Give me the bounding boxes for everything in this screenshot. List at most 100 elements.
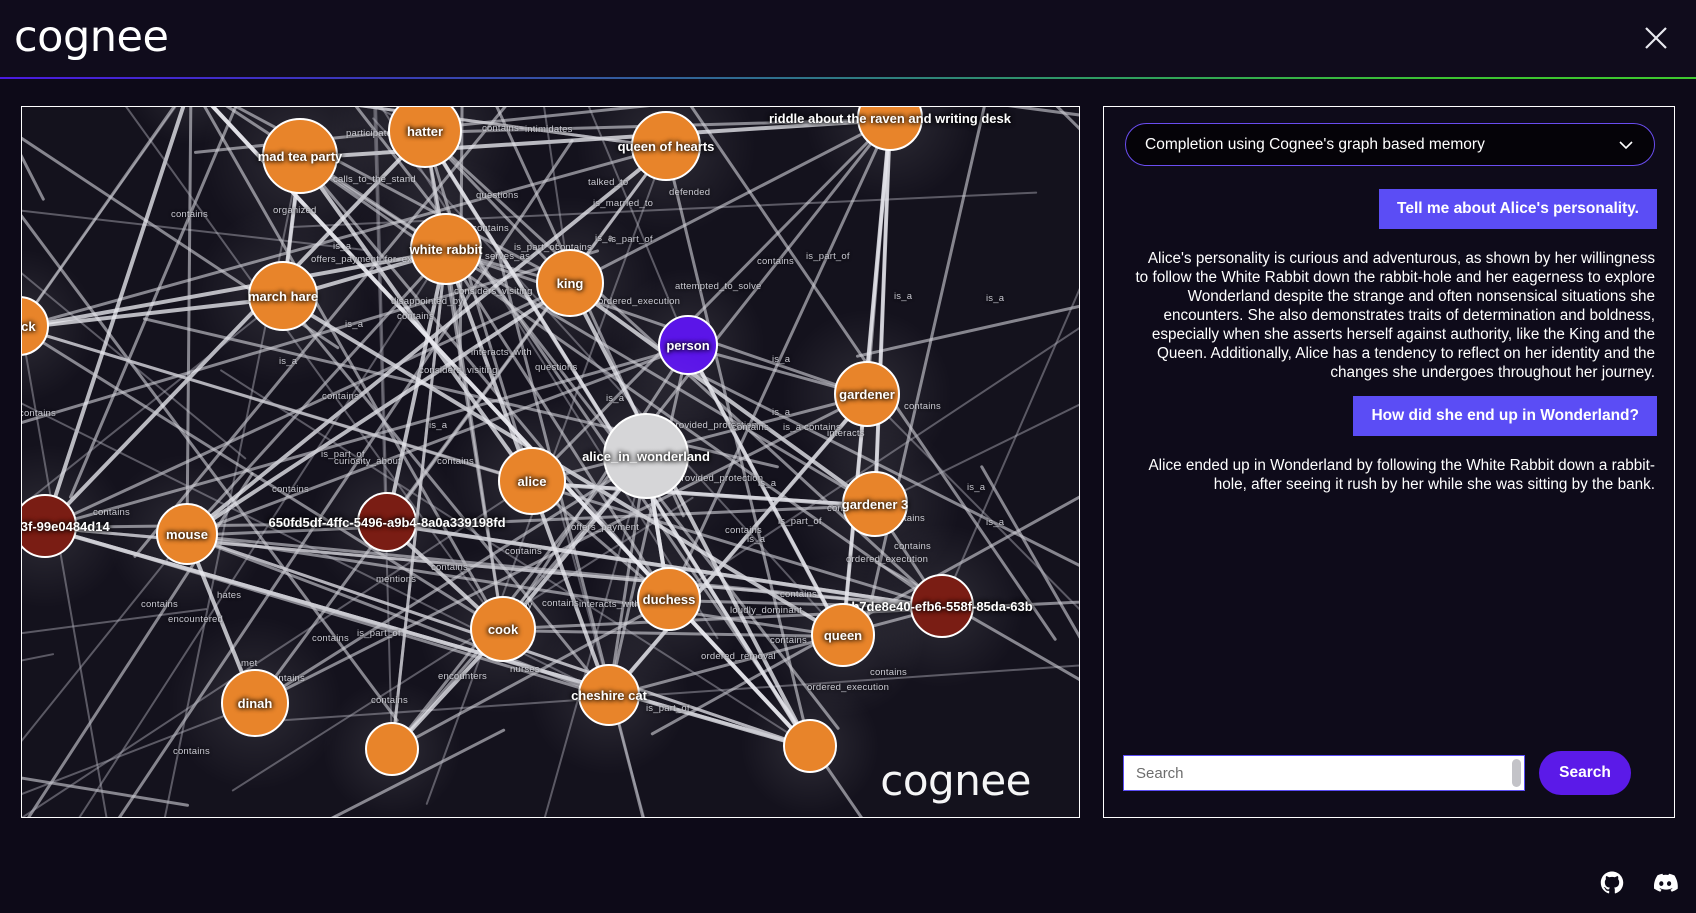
graph-node-label: king xyxy=(556,275,584,291)
graph-node[interactable]: duchess xyxy=(637,567,701,631)
graph-edge-label: contains xyxy=(93,507,130,518)
graph-edge-label: contains xyxy=(371,695,408,706)
graph-node-label: mad tea party xyxy=(257,148,343,164)
graph-edge-label: is_part_of xyxy=(646,703,690,714)
graph-node-label: mouse xyxy=(166,526,208,542)
graph-edge-label: is_a xyxy=(894,291,913,302)
graph-edge-label: contains xyxy=(312,633,349,644)
search-scrollbar-thumb[interactable] xyxy=(1512,759,1521,787)
graph-edge-label: nurses xyxy=(510,664,540,675)
graph-edge xyxy=(874,195,1079,506)
chat-user-message: Tell me about Alice's personality. xyxy=(1379,189,1657,229)
graph-node[interactable]: gardener xyxy=(834,361,900,427)
graph-edge-label: contains xyxy=(780,589,817,600)
model-select-dropdown[interactable]: Completion using Cognee's graph based me… xyxy=(1125,123,1655,166)
chat-assistant-message: Alice ended up in Wonderland by followin… xyxy=(1148,457,1655,493)
graph-edge-label: is_a xyxy=(986,293,1005,304)
graph-edge-label: talked_to xyxy=(588,177,629,188)
graph-edge-label: contains xyxy=(437,456,474,467)
graph-node[interactable]: mad tea party xyxy=(258,118,342,194)
graph-edge-label: is_a xyxy=(429,420,448,431)
github-icon[interactable] xyxy=(1600,871,1624,895)
graph-edge-label: is_a xyxy=(279,356,298,367)
graph-node[interactable]: b7de8e40-efb6-558f-85da-63b xyxy=(851,574,1033,638)
chat-user-message: How did she end up in Wonderland? xyxy=(1353,396,1657,436)
graph-edge-label: contains xyxy=(904,401,941,412)
graph-edge-label: disappointed_by xyxy=(391,296,464,307)
graph-edge-label: contains xyxy=(804,422,841,433)
graph-node[interactable]: gardener 3 xyxy=(842,471,908,537)
graph-node[interactable]: march hare xyxy=(248,261,318,331)
graph-edge-label: contains xyxy=(472,223,509,234)
search-input[interactable] xyxy=(1124,756,1512,790)
graph-node[interactable]: cheshire cat xyxy=(571,664,647,726)
model-select-label: Completion using Cognee's graph based me… xyxy=(1145,135,1485,153)
graph-node[interactable]: dinah xyxy=(221,669,289,737)
graph-edge-label: contains xyxy=(272,484,309,495)
knowledge-graph-panel[interactable]: contains contains intimidates participated_… xyxy=(21,106,1080,818)
search-row: Search xyxy=(1123,749,1657,797)
footer-links xyxy=(1600,871,1678,895)
graph-node-label: dinah xyxy=(237,695,273,711)
graph-node[interactable]: white rabbit xyxy=(410,213,482,285)
graph-node[interactable]: person xyxy=(658,315,718,375)
graph-edge xyxy=(185,107,193,536)
graph-node[interactable]: mouse xyxy=(156,503,218,565)
graph-edge-label: met xyxy=(241,658,258,669)
graph-edge xyxy=(873,560,1079,817)
graph-edge-label: provided_protection xyxy=(670,420,758,431)
close-icon[interactable] xyxy=(1638,20,1674,56)
graph-node[interactable] xyxy=(365,722,419,776)
graph-node[interactable] xyxy=(783,719,837,773)
graph-edge-label: calls_to_the_stand xyxy=(333,174,416,185)
graph-node[interactable]: queen of hearts xyxy=(618,111,714,181)
graph-node-label: queen of hearts xyxy=(617,138,715,154)
graph-node-label: gardener 3 xyxy=(841,496,909,512)
graph-edge-label: contains xyxy=(888,513,925,524)
search-input-wrapper[interactable] xyxy=(1123,755,1525,791)
graph-node-label: queen xyxy=(823,627,863,643)
graph-edge-label: offers_payment_for_explanation xyxy=(311,254,453,265)
graph-edge-label: provided_protection xyxy=(676,473,764,484)
graph-edge-label: interacts_with xyxy=(471,347,532,358)
graph-edge-label: questions xyxy=(476,190,519,201)
graph-edge-label: contains xyxy=(757,256,794,267)
graph-edge-label: is_a xyxy=(783,422,802,433)
graph-edge xyxy=(855,174,1079,359)
graph-edge-label: interacts xyxy=(827,428,865,439)
graph-edge-label: is_a xyxy=(967,482,986,493)
header-gradient-divider xyxy=(0,77,1696,79)
graph-edge-label: contains xyxy=(171,209,208,220)
graph-node-label: person xyxy=(666,337,710,353)
graph-node[interactable]: alice xyxy=(498,447,566,515)
graph-edge-label: is_a xyxy=(772,354,791,365)
graph-edge-label: intimidates xyxy=(525,124,573,135)
graph-node[interactable]: 650fd5df-4ffc-5496-a9b4-8a0a339198fd xyxy=(269,492,506,552)
graph-edge xyxy=(444,250,505,631)
graph-edge-label: ordered_execution xyxy=(846,554,929,565)
graph-node[interactable]: alice_in_wonderland xyxy=(582,413,710,499)
graph-node[interactable]: queen xyxy=(811,603,875,667)
graph-node-label: alice xyxy=(517,473,547,489)
graph-node-label: hatter xyxy=(406,123,444,139)
discord-icon[interactable] xyxy=(1652,873,1678,893)
graph-edge-label: contains xyxy=(268,673,305,684)
graph-node[interactable]: cook xyxy=(470,596,536,662)
graph-edge xyxy=(22,107,399,723)
graph-node[interactable]: hatter xyxy=(388,107,462,168)
graph-edge-label: is_part_of xyxy=(806,251,850,262)
graph-node[interactable]: black xyxy=(21,296,49,356)
graph-canvas[interactable]: contains contains intimidates participated_… xyxy=(22,107,1079,817)
graph-edge-label: contains xyxy=(725,525,762,536)
graph-node-label: white rabbit xyxy=(409,241,483,257)
graph-edge-label: organized xyxy=(273,205,317,216)
graph-edge-label: contains xyxy=(431,562,468,573)
search-button[interactable]: Search xyxy=(1539,751,1631,795)
graph-edge-label: contains xyxy=(482,123,519,134)
graph-edge-label: curiosity_about xyxy=(334,456,401,467)
graph-node[interactable]: king xyxy=(536,249,604,317)
graph-edge-label: is_a xyxy=(595,233,614,244)
graph-node-label: black xyxy=(21,318,36,334)
graph-node-label: march hare xyxy=(247,288,319,304)
graph-node[interactable]: ac3-aa3f-99e0484d14 xyxy=(22,494,110,558)
